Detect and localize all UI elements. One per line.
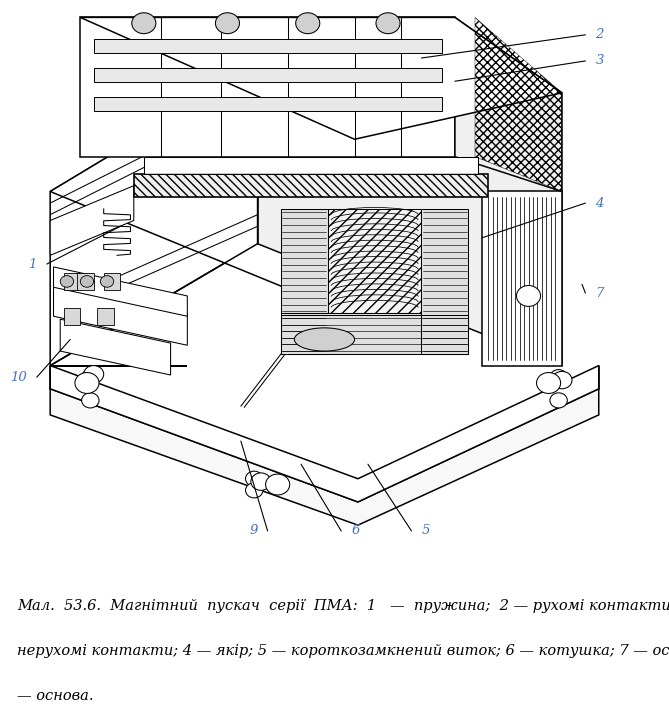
Circle shape [251, 473, 271, 491]
Polygon shape [281, 209, 328, 354]
Polygon shape [97, 308, 114, 325]
Text: 3: 3 [595, 54, 604, 68]
Circle shape [84, 365, 104, 383]
Circle shape [132, 13, 156, 33]
Polygon shape [50, 186, 134, 256]
Circle shape [82, 393, 99, 408]
Polygon shape [281, 313, 468, 354]
Circle shape [296, 13, 320, 33]
Circle shape [246, 471, 263, 486]
Polygon shape [104, 273, 120, 290]
Text: 4: 4 [595, 197, 604, 209]
Polygon shape [64, 308, 80, 325]
Polygon shape [80, 17, 562, 140]
Polygon shape [50, 365, 599, 502]
Circle shape [75, 372, 99, 394]
Circle shape [215, 13, 240, 33]
Text: Мал.  53.6.  Магнітний  пускач  серії  ПМА:  1   —  пружина;  2 — рухомі контакт: Мал. 53.6. Магнітний пускач серії ПМА: 1… [17, 599, 669, 613]
Polygon shape [54, 284, 187, 345]
Polygon shape [94, 68, 442, 83]
Text: 2: 2 [595, 28, 604, 41]
Circle shape [550, 370, 567, 384]
Circle shape [246, 483, 263, 498]
Circle shape [537, 372, 561, 394]
Polygon shape [455, 17, 562, 192]
Polygon shape [144, 157, 478, 174]
Circle shape [82, 370, 99, 384]
Circle shape [376, 13, 400, 33]
Circle shape [80, 276, 94, 287]
Ellipse shape [294, 328, 355, 351]
Circle shape [552, 372, 572, 389]
Polygon shape [50, 67, 562, 316]
Text: нерухомі контакти; 4 — якір; 5 — короткозамкнений виток; 6 — котушка; 7 — осердя: нерухомі контакти; 4 — якір; 5 — коротко… [17, 644, 669, 658]
Text: 1: 1 [28, 258, 37, 271]
Polygon shape [134, 174, 488, 197]
Polygon shape [94, 98, 442, 111]
Circle shape [60, 276, 74, 287]
Circle shape [550, 393, 567, 408]
Polygon shape [482, 192, 562, 365]
Text: — основа.: — основа. [17, 689, 93, 703]
Polygon shape [50, 244, 258, 365]
Circle shape [516, 286, 541, 306]
Polygon shape [54, 267, 187, 316]
Polygon shape [258, 67, 562, 365]
Polygon shape [328, 209, 421, 313]
Polygon shape [94, 39, 442, 53]
Circle shape [266, 474, 290, 495]
Circle shape [100, 276, 114, 287]
Polygon shape [64, 273, 80, 290]
Polygon shape [50, 389, 599, 525]
Polygon shape [421, 209, 468, 354]
Text: 6: 6 [351, 525, 360, 538]
Text: 9: 9 [249, 525, 258, 538]
Text: 5: 5 [421, 525, 430, 538]
Polygon shape [50, 67, 258, 365]
Text: 10: 10 [10, 371, 27, 384]
Text: 7: 7 [595, 286, 604, 300]
Polygon shape [77, 273, 94, 290]
Polygon shape [60, 319, 171, 375]
Polygon shape [80, 17, 455, 157]
